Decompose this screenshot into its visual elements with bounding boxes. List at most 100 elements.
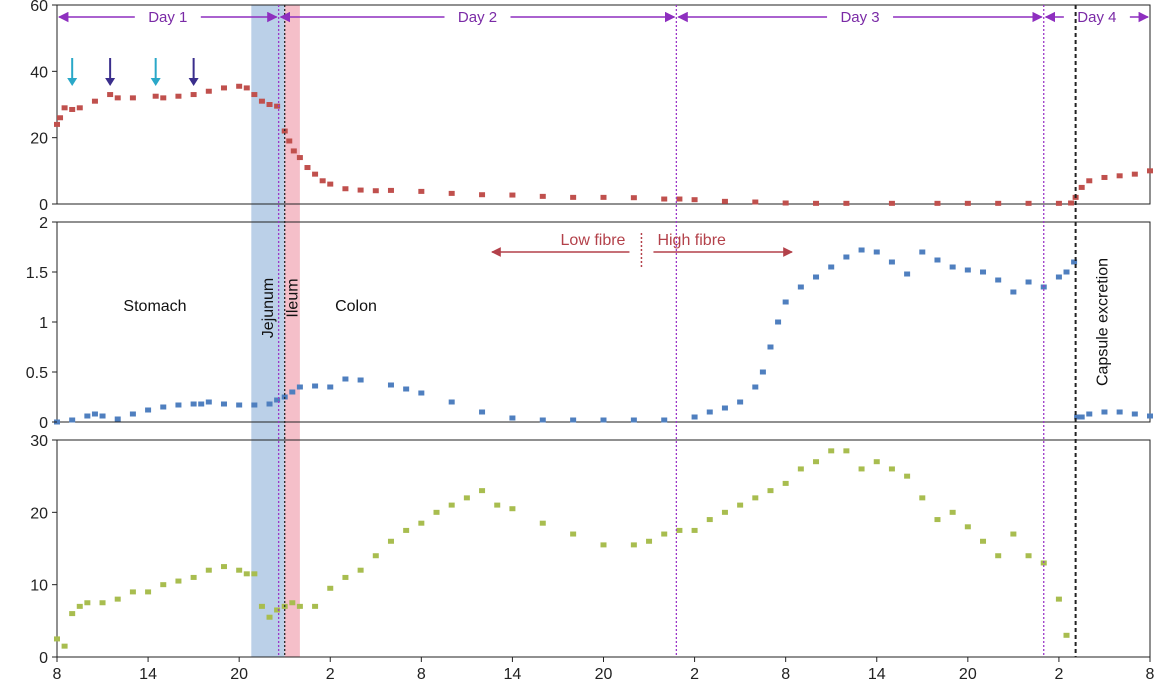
- annotations: Day 1 Day 2 Day 3 Day 4 Stomach Colon Jejunum I…: [57, 5, 1150, 657]
- data-point: [949, 264, 956, 270]
- data-point: [274, 397, 281, 403]
- data-point: [91, 98, 98, 104]
- data-point: [266, 614, 273, 620]
- data-point: [243, 571, 250, 577]
- data-point: [843, 200, 850, 206]
- data-point: [1025, 553, 1032, 559]
- data-point: [797, 284, 804, 290]
- data-point: [888, 259, 895, 265]
- data-point: [69, 106, 76, 112]
- day-label: Day 1: [148, 9, 187, 26]
- data-point: [84, 600, 91, 606]
- dose-arrowhead-4: [188, 78, 199, 86]
- data-point: [494, 502, 501, 508]
- data-point: [1116, 173, 1123, 179]
- data-points: [54, 83, 1153, 649]
- y-tick-label: 40: [30, 64, 48, 81]
- data-point: [1074, 414, 1081, 420]
- data-point: [251, 571, 258, 577]
- data-point: [479, 192, 486, 198]
- data-point: [1101, 174, 1108, 180]
- y-tick-label: 60: [30, 0, 48, 15]
- x-tick-label: 14: [139, 666, 157, 680]
- x-tick-label: 20: [595, 666, 613, 680]
- data-point: [152, 93, 159, 99]
- data-point: [190, 401, 197, 407]
- label-stomach: Stomach: [123, 298, 186, 315]
- low-fibre-label: Low fibre: [561, 232, 626, 249]
- data-point: [205, 567, 212, 573]
- data-point: [220, 85, 227, 91]
- data-point: [342, 574, 349, 580]
- data-point: [980, 538, 987, 544]
- data-point: [964, 524, 971, 530]
- data-point: [175, 93, 182, 99]
- data-point: [190, 92, 197, 98]
- data-point: [290, 148, 297, 154]
- data-point: [752, 495, 759, 501]
- data-point: [312, 603, 319, 609]
- dose-arrowhead-3: [150, 78, 161, 86]
- data-point: [289, 600, 296, 606]
- data-point: [934, 517, 941, 523]
- x-tick-label: 14: [504, 666, 522, 680]
- data-point: [767, 488, 774, 494]
- data-point: [57, 115, 64, 121]
- data-point: [327, 585, 334, 591]
- data-point: [114, 95, 121, 101]
- data-point: [964, 200, 971, 206]
- data-point: [752, 199, 759, 205]
- day-label: Day 2: [458, 9, 497, 26]
- data-point: [1010, 531, 1017, 537]
- data-point: [858, 466, 865, 472]
- data-point: [448, 502, 455, 508]
- x-tick-label: 20: [230, 666, 248, 680]
- data-point: [646, 538, 653, 544]
- data-point: [873, 249, 880, 255]
- data-point: [1131, 411, 1138, 417]
- data-point: [919, 249, 926, 255]
- data-point: [813, 459, 820, 465]
- data-point: [205, 399, 212, 405]
- data-point: [387, 382, 394, 388]
- label-colon: Colon: [335, 298, 377, 315]
- data-point: [1025, 279, 1032, 285]
- data-point: [114, 416, 121, 422]
- data-point: [243, 85, 250, 91]
- data-point: [220, 564, 227, 570]
- data-point: [691, 527, 698, 533]
- data-point: [858, 247, 865, 253]
- data-point: [1025, 200, 1032, 206]
- data-point: [198, 401, 205, 407]
- data-point: [509, 415, 516, 421]
- data-point: [448, 190, 455, 196]
- data-point: [1101, 409, 1108, 415]
- data-point: [721, 198, 728, 204]
- data-point: [995, 553, 1002, 559]
- data-point: [630, 195, 637, 201]
- y-tick-label: 0.5: [26, 365, 48, 382]
- data-point: [1147, 413, 1153, 419]
- label-ileum: Ileum: [284, 278, 301, 317]
- data-point: [251, 92, 258, 98]
- data-point: [220, 401, 227, 407]
- data-point: [418, 188, 425, 194]
- data-point: [676, 196, 683, 202]
- y-tick-label: 0: [39, 415, 48, 432]
- data-point: [782, 299, 789, 305]
- data-point: [1078, 184, 1085, 190]
- data-point: [759, 369, 766, 375]
- data-point: [775, 319, 782, 325]
- data-point: [69, 611, 76, 617]
- data-point: [539, 417, 546, 423]
- high-fibre-label: High fibre: [657, 232, 726, 249]
- data-point: [706, 517, 713, 523]
- data-point: [387, 187, 394, 193]
- data-point: [813, 274, 820, 280]
- data-point: [54, 121, 60, 127]
- data-point: [691, 414, 698, 420]
- data-point: [873, 459, 880, 465]
- y-tick-label: 20: [30, 131, 48, 148]
